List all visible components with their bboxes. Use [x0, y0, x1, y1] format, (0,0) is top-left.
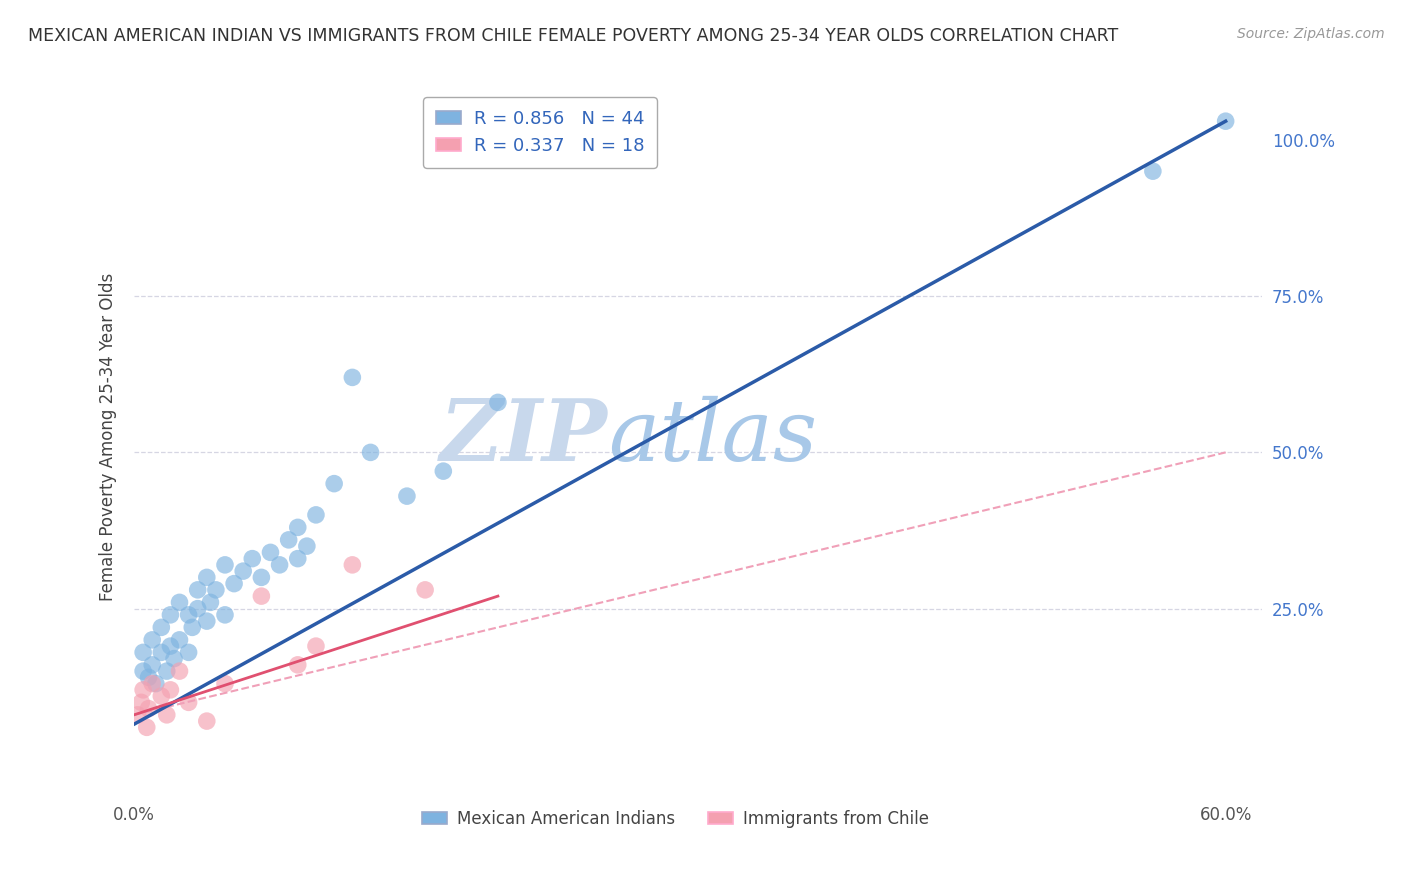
Point	[177, 607, 200, 622]
Point	[195, 570, 218, 584]
Point	[177, 695, 200, 709]
Point	[287, 657, 309, 672]
Point	[1215, 114, 1237, 128]
Point	[132, 645, 155, 659]
Point	[259, 545, 281, 559]
Point	[395, 489, 418, 503]
Point	[141, 632, 163, 647]
Point	[159, 607, 181, 622]
Point	[169, 632, 191, 647]
Point	[413, 582, 436, 597]
Point	[250, 589, 273, 603]
Point	[138, 701, 160, 715]
Point	[156, 707, 179, 722]
Point	[131, 695, 153, 709]
Point	[287, 551, 309, 566]
Point	[342, 370, 364, 384]
Point	[222, 576, 245, 591]
Point	[214, 607, 236, 622]
Point	[187, 601, 209, 615]
Point	[138, 670, 160, 684]
Point	[232, 564, 254, 578]
Point	[432, 464, 454, 478]
Point	[132, 682, 155, 697]
Point	[287, 520, 309, 534]
Point	[159, 639, 181, 653]
Point	[141, 676, 163, 690]
Point	[156, 664, 179, 678]
Point	[305, 639, 328, 653]
Point	[305, 508, 328, 522]
Point	[181, 620, 204, 634]
Point	[240, 551, 263, 566]
Point	[205, 582, 228, 597]
Point	[159, 682, 181, 697]
Text: ZIP: ZIP	[440, 395, 607, 478]
Point	[1142, 164, 1164, 178]
Legend: Mexican American Indians, Immigrants from Chile: Mexican American Indians, Immigrants fro…	[415, 803, 936, 835]
Point	[214, 558, 236, 572]
Point	[145, 676, 167, 690]
Point	[342, 558, 364, 572]
Point	[250, 570, 273, 584]
Point	[177, 645, 200, 659]
Point	[360, 445, 382, 459]
Point	[214, 676, 236, 690]
Point	[150, 620, 173, 634]
Point	[150, 689, 173, 703]
Point	[295, 539, 318, 553]
Point	[195, 614, 218, 628]
Point	[150, 645, 173, 659]
Point	[269, 558, 291, 572]
Point	[127, 707, 149, 722]
Point	[163, 651, 186, 665]
Point	[169, 664, 191, 678]
Point	[141, 657, 163, 672]
Point	[187, 582, 209, 597]
Point	[486, 395, 509, 409]
Point	[277, 533, 299, 547]
Y-axis label: Female Poverty Among 25-34 Year Olds: Female Poverty Among 25-34 Year Olds	[100, 273, 117, 601]
Text: MEXICAN AMERICAN INDIAN VS IMMIGRANTS FROM CHILE FEMALE POVERTY AMONG 25-34 YEAR: MEXICAN AMERICAN INDIAN VS IMMIGRANTS FR…	[28, 27, 1118, 45]
Point	[200, 595, 222, 609]
Point	[323, 476, 346, 491]
Point	[195, 714, 218, 728]
Point	[135, 720, 157, 734]
Text: atlas: atlas	[607, 395, 817, 478]
Text: Source: ZipAtlas.com: Source: ZipAtlas.com	[1237, 27, 1385, 41]
Point	[132, 664, 155, 678]
Point	[169, 595, 191, 609]
